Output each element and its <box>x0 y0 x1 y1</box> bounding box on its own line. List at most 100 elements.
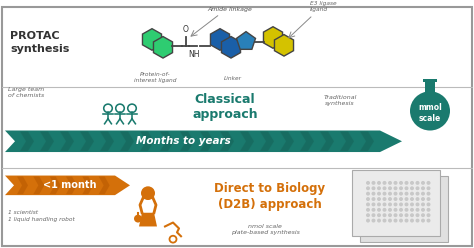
Circle shape <box>385 214 389 218</box>
Circle shape <box>383 192 386 196</box>
Circle shape <box>412 219 417 223</box>
Circle shape <box>427 208 430 212</box>
Polygon shape <box>33 177 45 194</box>
Circle shape <box>380 224 383 228</box>
Circle shape <box>383 208 386 212</box>
Circle shape <box>380 187 383 191</box>
Circle shape <box>416 197 419 201</box>
Circle shape <box>407 192 411 196</box>
Circle shape <box>404 208 409 212</box>
Circle shape <box>416 192 419 196</box>
Circle shape <box>380 208 383 212</box>
Circle shape <box>427 186 430 190</box>
Circle shape <box>412 198 417 201</box>
Polygon shape <box>200 131 214 151</box>
Bar <box>425 82 435 93</box>
Polygon shape <box>60 131 74 151</box>
Circle shape <box>418 187 422 191</box>
Bar <box>423 79 437 82</box>
Circle shape <box>418 198 422 201</box>
Circle shape <box>396 219 400 223</box>
Circle shape <box>435 219 438 223</box>
Circle shape <box>380 192 383 196</box>
Circle shape <box>391 198 394 201</box>
Circle shape <box>391 192 394 196</box>
Text: Months to years: Months to years <box>136 136 231 146</box>
FancyBboxPatch shape <box>360 176 448 242</box>
Circle shape <box>401 203 405 207</box>
Polygon shape <box>82 177 93 194</box>
Polygon shape <box>80 131 94 151</box>
Circle shape <box>399 219 403 222</box>
Circle shape <box>429 187 433 191</box>
Circle shape <box>407 219 411 223</box>
Text: <1 month: <1 month <box>43 180 96 190</box>
Circle shape <box>388 219 392 222</box>
Circle shape <box>393 192 398 196</box>
Circle shape <box>412 203 417 207</box>
Circle shape <box>372 202 375 206</box>
Circle shape <box>391 224 394 228</box>
Polygon shape <box>100 131 114 151</box>
Circle shape <box>418 208 422 212</box>
Circle shape <box>393 213 398 217</box>
Circle shape <box>429 219 433 223</box>
Circle shape <box>407 224 411 228</box>
Polygon shape <box>221 36 240 58</box>
Circle shape <box>385 203 389 207</box>
Circle shape <box>423 192 428 196</box>
Polygon shape <box>360 131 374 151</box>
Text: 1 scientist
1 liquid handling robot: 1 scientist 1 liquid handling robot <box>8 210 75 221</box>
Circle shape <box>404 181 409 185</box>
Circle shape <box>388 213 392 217</box>
Circle shape <box>366 197 370 201</box>
Circle shape <box>377 192 381 196</box>
Circle shape <box>412 208 417 212</box>
Circle shape <box>374 208 378 212</box>
Circle shape <box>399 213 403 217</box>
Polygon shape <box>160 131 174 151</box>
Circle shape <box>374 214 378 218</box>
Circle shape <box>393 197 398 201</box>
Polygon shape <box>260 131 274 151</box>
Text: Large team
of chemists: Large team of chemists <box>8 87 44 98</box>
Circle shape <box>393 208 398 212</box>
Polygon shape <box>5 176 130 195</box>
Circle shape <box>372 192 375 196</box>
Circle shape <box>383 186 386 190</box>
Circle shape <box>404 202 409 206</box>
Text: PROTAC
synthesis: PROTAC synthesis <box>10 31 69 54</box>
Circle shape <box>388 202 392 206</box>
Circle shape <box>423 198 428 201</box>
Circle shape <box>385 208 389 212</box>
Circle shape <box>393 202 398 206</box>
Circle shape <box>141 186 155 200</box>
Circle shape <box>391 214 394 218</box>
Circle shape <box>396 224 400 228</box>
Circle shape <box>374 219 378 223</box>
Circle shape <box>396 208 400 212</box>
Circle shape <box>407 214 411 218</box>
Circle shape <box>377 219 381 222</box>
Circle shape <box>410 192 414 196</box>
Text: NH: NH <box>188 50 200 59</box>
Circle shape <box>435 192 438 196</box>
Circle shape <box>377 208 381 212</box>
Circle shape <box>366 213 370 217</box>
Circle shape <box>385 198 389 201</box>
Circle shape <box>429 214 433 218</box>
Circle shape <box>407 203 411 207</box>
Circle shape <box>429 198 433 201</box>
Circle shape <box>396 192 400 196</box>
Circle shape <box>427 213 430 217</box>
Circle shape <box>393 181 398 185</box>
Circle shape <box>377 186 381 190</box>
Circle shape <box>366 208 370 212</box>
Polygon shape <box>99 177 109 194</box>
Circle shape <box>418 214 422 218</box>
Circle shape <box>410 91 450 130</box>
Circle shape <box>435 214 438 218</box>
Circle shape <box>435 203 438 207</box>
Polygon shape <box>264 27 283 48</box>
Circle shape <box>427 197 430 201</box>
